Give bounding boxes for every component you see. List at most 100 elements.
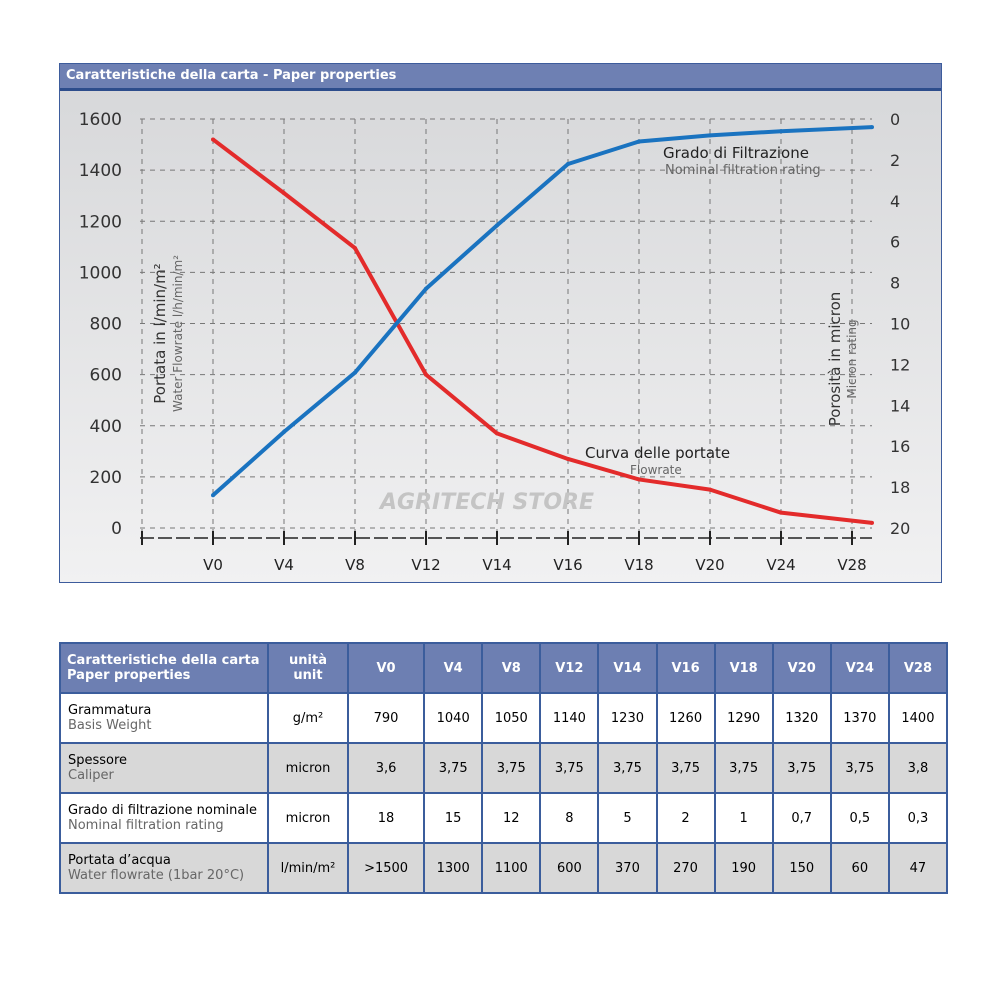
x-tick-label: V24 <box>766 556 795 574</box>
table-cell: 790 <box>346 692 426 744</box>
data-point <box>211 137 215 142</box>
row-unit: micron <box>267 792 349 844</box>
y2-tick-label: 4 <box>890 192 900 211</box>
table-row: Portata d’acqua Water flowrate (1bar 20°C… <box>59 842 949 894</box>
table-cell: 1230 <box>597 692 658 744</box>
x-tick-label: V14 <box>482 556 511 574</box>
header-col: V28 <box>887 642 949 694</box>
table-cell: 0,3 <box>887 792 949 844</box>
header-col: V0 <box>346 642 426 694</box>
data-point <box>566 161 570 166</box>
data-point <box>566 456 570 461</box>
table-cell: 3,75 <box>539 742 600 794</box>
table-cell: 3,75 <box>713 742 774 794</box>
chart-panel: 0 200 400 600 800 1000 1200 1400 1600 0 2 4 6 8 10 12 14… <box>59 63 942 583</box>
data-point <box>708 487 712 492</box>
y-tick-label: 800 <box>90 315 122 335</box>
x-tick-label: V20 <box>695 556 724 574</box>
series-line-flowrate <box>211 137 873 525</box>
data-point <box>282 429 286 434</box>
header-label-it: Caratteristiche della carta <box>67 653 260 668</box>
table-cell: 1320 <box>771 692 832 744</box>
table-cell: 3,75 <box>829 742 890 794</box>
legend-filtration-sub: Nominal filtration rating <box>665 163 821 178</box>
x-tick-label: V8 <box>345 556 365 574</box>
table-cell: 1140 <box>539 692 600 744</box>
row-label: Grado di filtrazione nominale Nominal fil… <box>59 792 269 844</box>
data-point <box>495 431 499 436</box>
table-cell: 600 <box>539 842 600 894</box>
table-cell: 1040 <box>423 692 484 744</box>
table-cell: 5 <box>597 792 658 844</box>
row-unit: l/min/m² <box>267 842 349 894</box>
header-unit: unità unit <box>267 642 349 694</box>
x-tick-label: V16 <box>553 556 582 574</box>
y-axis-title: Portata in l/min/m² <box>151 263 169 403</box>
y2-axis-subtitle: Micron rating <box>845 319 859 398</box>
y2-tick-label: 20 <box>890 519 910 538</box>
header-label-en: Paper properties <box>67 668 191 683</box>
table-cell: 3,75 <box>423 742 484 794</box>
header-unit-it: unità <box>289 653 327 668</box>
legend-flowrate-sub: Flowrate <box>630 463 682 477</box>
x-tick-label: V0 <box>203 556 223 574</box>
table-cell: 3,75 <box>771 742 832 794</box>
legend-flowrate: Curva delle portate <box>585 444 730 462</box>
y-tick-label: 200 <box>90 468 122 488</box>
y-tick-label: 1400 <box>79 161 122 181</box>
header-unit-en: unit <box>293 668 323 683</box>
row-label: Spessore Caliper <box>59 742 269 794</box>
table-cell: 370 <box>597 842 658 894</box>
table-cell: 47 <box>887 842 949 894</box>
data-point <box>211 493 215 498</box>
table-cell: 150 <box>771 842 832 894</box>
data-point <box>353 246 357 251</box>
y2-axis-title: Porosità in micron <box>826 292 844 427</box>
data-point <box>282 191 286 196</box>
header-col: V14 <box>597 642 658 694</box>
data-point <box>779 129 783 134</box>
data-point <box>637 477 641 482</box>
table-cell: 3,75 <box>655 742 716 794</box>
data-point <box>637 139 641 144</box>
header-col: V16 <box>655 642 716 694</box>
data-point <box>870 520 874 525</box>
header-col: V24 <box>829 642 890 694</box>
table-cell: 1370 <box>829 692 890 744</box>
table-cell: 190 <box>713 842 774 894</box>
data-point <box>353 370 357 375</box>
x-tick-label: V28 <box>837 556 866 574</box>
y2-tick-label: 6 <box>890 233 900 252</box>
table-cell: 1300 <box>423 842 484 894</box>
y-tick-label: 1000 <box>79 263 122 283</box>
x-tick-label: V12 <box>411 556 440 574</box>
table-cell: 270 <box>655 842 716 894</box>
table-cell: 0,7 <box>771 792 832 844</box>
series-line-filtration <box>211 125 873 497</box>
line-chart: 0 200 400 600 800 1000 1200 1400 1600 0 2 4 6 8 10 12 14… <box>79 110 911 574</box>
data-point <box>495 223 499 228</box>
table-cell: 3,75 <box>481 742 542 794</box>
properties-table: Caratteristiche della carta Paper propert… <box>59 642 949 894</box>
y-tick-label: 600 <box>90 366 122 386</box>
row-unit: g/m² <box>267 692 349 744</box>
table-cell: 1100 <box>481 842 542 894</box>
data-point <box>870 125 874 130</box>
chart-title: Caratteristiche della carta - Paper prop… <box>60 64 941 91</box>
table-cell: 12 <box>481 792 542 844</box>
table-cell: 60 <box>829 842 890 894</box>
y2-tick-label: 18 <box>890 478 910 497</box>
y-axis-subtitle: Water Flowrate l/h/min/m² <box>171 255 185 412</box>
y2-tick-label: 8 <box>890 274 900 293</box>
watermark-logo: AGRITECH STORE <box>378 490 594 515</box>
table-cell: 0,5 <box>829 792 890 844</box>
header-label: Caratteristiche della carta Paper propert… <box>59 642 269 694</box>
y2-tick-label: 14 <box>890 396 910 415</box>
table-cell: 18 <box>346 792 426 844</box>
data-point <box>779 510 783 515</box>
table-cell: 1050 <box>481 692 542 744</box>
y-tick-label: 1200 <box>79 212 122 232</box>
table-cell: >1500 <box>346 842 426 894</box>
row-label: Portata d’acqua Water flowrate (1bar 20°C… <box>59 842 269 894</box>
y2-tick-label: 10 <box>890 315 910 334</box>
